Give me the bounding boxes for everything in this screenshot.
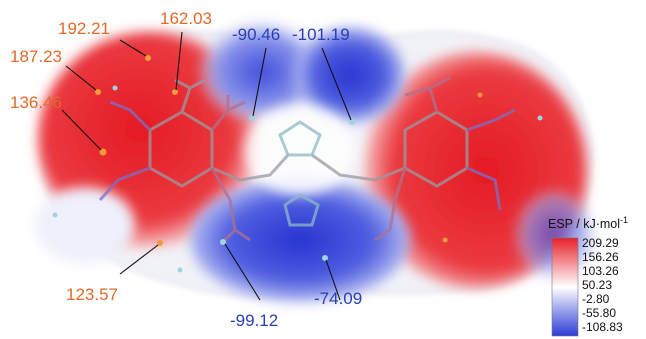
leader-162 xyxy=(175,31,183,91)
scale-tick: -55.80 xyxy=(582,306,616,320)
marker-136 xyxy=(99,148,107,156)
label-pos-192-21: 192.21 xyxy=(58,19,110,38)
marker-123 xyxy=(157,240,163,246)
scale-tick: 103.26 xyxy=(582,264,619,278)
marker-extra-4 xyxy=(177,267,183,273)
central-furazan-top xyxy=(278,120,322,157)
label-pos-162-03: 162.03 xyxy=(160,9,212,28)
label-neg-99-12: -99.12 xyxy=(230,311,278,330)
leader-90 xyxy=(252,47,267,117)
label-pos-136-46: 136.46 xyxy=(10,93,62,112)
scale-ticks: 209.29 156.26 103.26 50.23 -2.80 -55.80 … xyxy=(582,236,623,334)
molecule-skeleton xyxy=(98,76,516,247)
negative-region-lower-left xyxy=(35,187,135,263)
leader-74 xyxy=(325,259,341,301)
value-labels: 192.21 162.03 187.23 136.46 123.57 -90.4… xyxy=(10,9,362,330)
marker-187 xyxy=(95,89,101,95)
label-pos-123-57: 123.57 xyxy=(66,285,118,304)
marker-74 xyxy=(322,255,328,261)
marker-192 xyxy=(145,55,151,61)
leader-187 xyxy=(65,65,97,91)
central-furazan-bottom xyxy=(283,193,320,227)
left-amino xyxy=(98,166,151,202)
leader-136 xyxy=(61,109,102,151)
negative-region-top-right xyxy=(295,27,405,123)
marker-90 xyxy=(249,115,255,121)
leader-123 xyxy=(119,244,159,275)
label-pos-187-23: 187.23 xyxy=(10,47,62,66)
marker-extra-1 xyxy=(112,85,118,91)
leader-101 xyxy=(321,47,352,121)
right-amino-bottom xyxy=(466,166,502,211)
marker-extra-3 xyxy=(52,212,58,218)
marker-101 xyxy=(349,119,355,125)
left-linker xyxy=(211,153,290,182)
extremum-markers xyxy=(52,55,543,273)
color-scale: ESP / kJ·mol-1 209.29 156.26 103.26 50.2… xyxy=(548,215,628,337)
esp-surface xyxy=(35,22,595,302)
negative-region-bottom xyxy=(190,178,410,302)
leader-192 xyxy=(119,39,147,57)
marker-extra-2 xyxy=(537,115,543,121)
marker-extra-5 xyxy=(477,92,483,98)
left-nitro-mid xyxy=(210,95,246,131)
scale-tick: 50.23 xyxy=(582,278,612,292)
marker-99 xyxy=(220,239,226,245)
scale-tick: 209.29 xyxy=(582,236,619,250)
label-neg-74-09: -74.09 xyxy=(314,289,362,308)
right-nitro-top xyxy=(404,76,451,113)
marker-extra-6 xyxy=(442,237,448,243)
scale-tick: 156.26 xyxy=(582,250,619,264)
scale-tick: -108.83 xyxy=(582,320,623,334)
scale-bar xyxy=(551,237,579,337)
negative-region-top-left xyxy=(200,22,324,122)
right-amino xyxy=(466,108,516,132)
neutral-region-center xyxy=(245,105,355,195)
leader-99 xyxy=(224,243,261,301)
scale-tick: -2.80 xyxy=(582,292,610,306)
label-neg-90-46: -90.46 xyxy=(232,25,280,44)
scale-title: ESP / kJ·mol-1 xyxy=(548,215,628,231)
label-neg-101-19: -101.19 xyxy=(292,25,350,44)
left-nitro-top xyxy=(174,78,206,113)
scale-title-superscript: -1 xyxy=(620,215,628,225)
left-amino-top xyxy=(109,100,152,132)
right-nitro-bottom xyxy=(374,167,407,242)
leader-lines xyxy=(61,31,352,301)
marker-162 xyxy=(172,89,178,95)
right-linker xyxy=(311,153,406,182)
